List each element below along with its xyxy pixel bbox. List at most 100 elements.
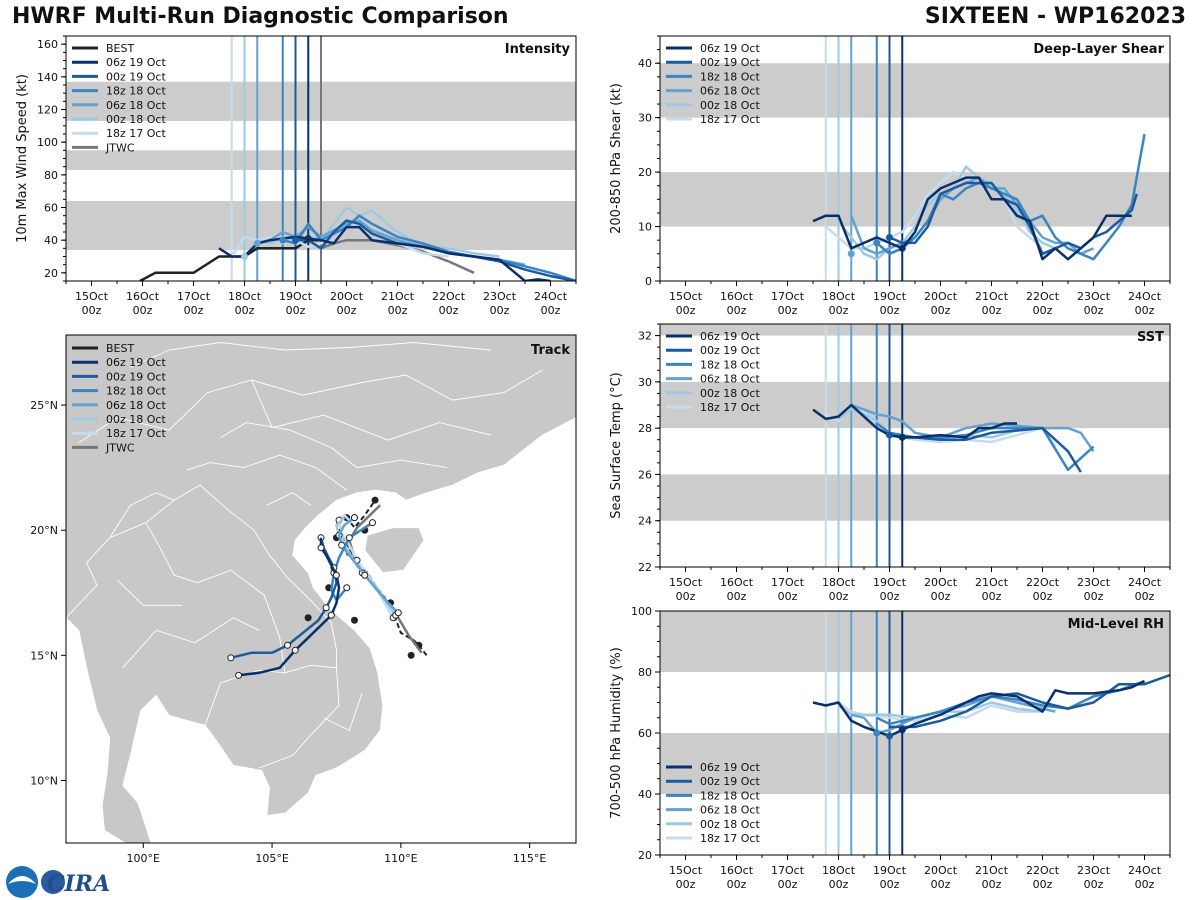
shear-xtick-label-hour: 00z bbox=[931, 304, 951, 317]
track-ytick-label: 15°N bbox=[30, 649, 58, 662]
sst-legend-label-00z-19-oct: 00z 19 Oct bbox=[700, 344, 760, 357]
intensity-ytick-label: 100 bbox=[37, 136, 58, 149]
intensity-xtick-label-day: 19Oct bbox=[279, 290, 313, 303]
shear-xtick-label-day: 15Oct bbox=[669, 290, 703, 303]
track-point-18z-18-oct bbox=[343, 584, 351, 592]
rh-xtick-label-day: 18Oct bbox=[822, 864, 856, 877]
admin-border-7 bbox=[251, 379, 492, 441]
sst-xtick-label-day: 23Oct bbox=[1077, 576, 1111, 589]
rh-xtick-label-day: 20Oct bbox=[924, 864, 958, 877]
track-panel: 100°E 105°E 110°E 115°E 10°N 15°N 20°N 25°N Trac… bbox=[30, 334, 577, 865]
track-xtick-label: 115°E bbox=[513, 852, 546, 865]
track-point-18z-18-oct bbox=[369, 519, 377, 527]
rh-xtick-label-hour: 00z bbox=[727, 878, 747, 891]
sst-legend-label-18z-17-oct: 18z 17 Oct bbox=[700, 401, 760, 414]
sst-band-2 bbox=[660, 324, 1170, 336]
intensity-xtick-label-hour: 00z bbox=[541, 304, 561, 317]
track-series-06z-19-oct bbox=[238, 537, 341, 677]
admin-border-12 bbox=[266, 492, 311, 506]
sst-xtick-label-day: 19Oct bbox=[873, 576, 907, 589]
rh-xtick-label-hour: 00z bbox=[778, 878, 798, 891]
rh-series-00z-19-oct bbox=[889, 673, 1170, 729]
shear-xtick-label-hour: 00z bbox=[1084, 304, 1104, 317]
track-point-00z-19-oct bbox=[227, 654, 235, 662]
sst-xtick-label-hour: 00z bbox=[931, 590, 951, 603]
sst-xtick-label-day: 22Oct bbox=[1026, 576, 1060, 589]
track-point-06z-18-oct bbox=[350, 514, 358, 522]
track-point-06z-19-oct bbox=[235, 671, 243, 679]
shear-series-06z-18-oct bbox=[850, 176, 1094, 256]
admin-border-9 bbox=[130, 342, 492, 368]
sst-legend-label-06z-19-oct: 06z 19 Oct bbox=[700, 330, 760, 343]
intensity-marker-00z-18-oct bbox=[241, 253, 248, 260]
rh-band-1 bbox=[660, 611, 1170, 672]
shear-legend-label-06z-18-oct: 06z 18 Oct bbox=[700, 85, 760, 98]
sst-ytick-label: 24 bbox=[638, 515, 652, 528]
track-plot-area bbox=[66, 335, 576, 843]
rh-xtick-label-day: 15Oct bbox=[669, 864, 703, 877]
intensity-marker-06z-19-oct bbox=[304, 235, 312, 243]
intensity-legend-label-18z-18-oct: 18z 18 Oct bbox=[106, 85, 166, 98]
intensity-xtick-label-day: 18Oct bbox=[228, 290, 262, 303]
intensity-xtick-label-hour: 00z bbox=[184, 304, 204, 317]
track-point-00z-19-oct bbox=[322, 604, 330, 612]
cira-logo-text: CIRA bbox=[47, 871, 110, 897]
shear-xtick-label-hour: 00z bbox=[727, 304, 747, 317]
intensity-xtick-label-hour: 00z bbox=[388, 304, 408, 317]
track-point-06z-18-oct bbox=[394, 609, 402, 617]
intensity-xtick-label-day: 20Oct bbox=[330, 290, 364, 303]
intensity-panel-title: Intensity bbox=[505, 42, 571, 57]
shear-legend-label-00z-19-oct: 00z 19 Oct bbox=[700, 56, 760, 69]
intensity-xtick-label-day: 21Oct bbox=[381, 290, 415, 303]
intensity-legend-label-06z-19-oct: 06z 19 Oct bbox=[106, 56, 166, 69]
noaa-logo-icon bbox=[6, 866, 38, 898]
shear-marker-00z-19-oct bbox=[886, 233, 893, 241]
shear-xtick-label-day: 22Oct bbox=[1026, 290, 1060, 303]
track-point-06z-19-oct bbox=[327, 611, 335, 619]
sst-xtick-label-day: 15Oct bbox=[669, 576, 703, 589]
rh-series-18z-17-oct bbox=[825, 701, 1043, 723]
shear-xtick-label-day: 16Oct bbox=[720, 290, 754, 303]
shear-legend-label-18z-17-oct: 18z 17 Oct bbox=[700, 113, 760, 126]
track-legend-label-06z-19-oct: 06z 19 Oct bbox=[106, 356, 166, 369]
sst-xtick-label-hour: 00z bbox=[727, 590, 747, 603]
intensity-ytick-label: 80 bbox=[44, 169, 58, 182]
intensity-ytick-label: 60 bbox=[44, 202, 58, 215]
intensity-legend-label-18z-17-oct: 18z 17 Oct bbox=[106, 127, 166, 140]
track-panel-title: Track bbox=[531, 343, 570, 358]
intensity-ytick-label: 160 bbox=[37, 38, 58, 51]
sst-panel-title: SST bbox=[1137, 330, 1164, 345]
admin-border-13 bbox=[323, 692, 363, 732]
track-ytick-label: 10°N bbox=[30, 774, 58, 787]
shear-series-18z-18-oct bbox=[875, 133, 1146, 261]
track-point-06z-18-oct bbox=[361, 571, 369, 579]
shear-series-06z-19-oct bbox=[812, 176, 1132, 261]
shear-ytick-label: 30 bbox=[638, 112, 652, 125]
track-point-06z-19-oct bbox=[332, 571, 340, 579]
rh-ytick-label: 60 bbox=[638, 727, 652, 740]
shear-marker-06z-18-oct bbox=[847, 250, 855, 258]
sst-xtick-label-hour: 00z bbox=[778, 590, 798, 603]
track-best-point bbox=[407, 651, 415, 659]
intensity-ytick-label: 120 bbox=[37, 104, 58, 117]
sst-xtick-label-hour: 00z bbox=[1084, 590, 1104, 603]
shear-xtick-label-hour: 00z bbox=[829, 304, 849, 317]
sst-ytick-label: 30 bbox=[638, 376, 652, 389]
sst-ytick-label: 32 bbox=[638, 330, 652, 343]
track-best-point bbox=[350, 616, 358, 624]
rh-ytick-label: 100 bbox=[631, 605, 652, 618]
land-mainland bbox=[66, 335, 576, 843]
sst-xtick-label-day: 24Oct bbox=[1128, 576, 1162, 589]
sst-ylabel: Sea Surface Temp (°C) bbox=[609, 372, 624, 519]
track-xtick-label: 105°E bbox=[255, 852, 288, 865]
sst-xtick-label-day: 17Oct bbox=[771, 576, 805, 589]
rh-ytick-label: 20 bbox=[638, 849, 652, 862]
intensity-ylabel: 10m Max Wind Speed (kt) bbox=[15, 74, 30, 243]
rh-xtick-label-hour: 00z bbox=[1135, 878, 1155, 891]
shear-band-0 bbox=[660, 172, 1170, 227]
intensity-xtick-label-day: 16Oct bbox=[126, 290, 160, 303]
